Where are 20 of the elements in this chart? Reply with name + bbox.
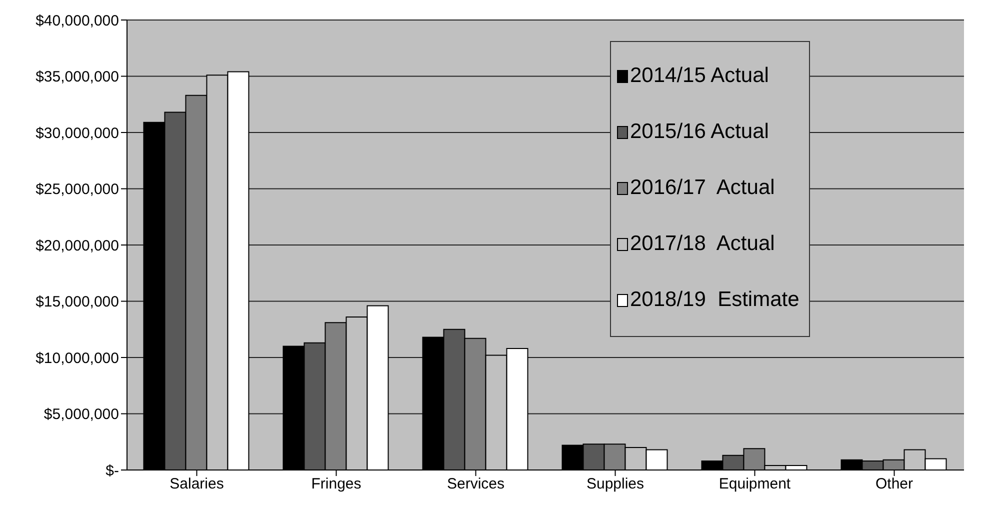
legend-label: 2018/19 Estimate [630, 288, 800, 312]
legend-label: 2016/17 Actual [630, 176, 775, 200]
y-tick-label: $30,000,000 [36, 124, 119, 142]
y-tick-label: $- [106, 462, 119, 480]
y-tick-label: $20,000,000 [36, 237, 119, 254]
legend-label: 2017/18 Actual [630, 232, 775, 256]
y-tick-label: $15,000,000 [36, 294, 119, 311]
x-tick-label: Fringes [311, 476, 362, 493]
y-tick-label: $35,000,000 [36, 68, 119, 86]
x-tick-label: Salaries [170, 476, 224, 493]
x-tick-label: Other [875, 476, 914, 493]
legend-label: 2014/15 Actual [630, 64, 769, 88]
y-tick-label: $10,000,000 [36, 350, 119, 367]
x-tick-label: Equipment [718, 476, 792, 493]
y-tick-label: $40,000,000 [36, 12, 119, 30]
y-tick-label: $5,000,000 [44, 406, 119, 424]
x-tick-label: Supplies [586, 476, 644, 493]
legend-label: 2015/16 Actual [630, 120, 769, 144]
x-tick-label: Services [446, 476, 505, 493]
y-tick-label: $25,000,000 [36, 181, 119, 198]
